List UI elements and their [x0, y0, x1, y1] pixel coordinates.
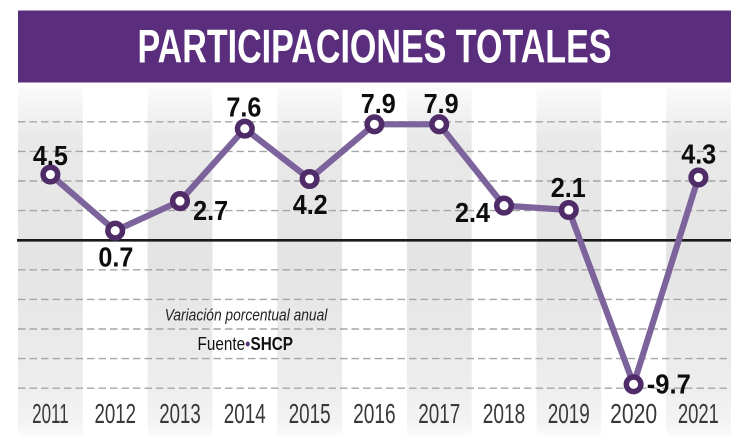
- svg-text:7.9: 7.9: [361, 88, 396, 119]
- svg-text:4.3: 4.3: [681, 139, 716, 170]
- svg-text:0.7: 0.7: [98, 242, 133, 273]
- svg-text:2021: 2021: [678, 398, 719, 429]
- svg-text:4.2: 4.2: [293, 189, 328, 220]
- svg-text:-9.7: -9.7: [647, 369, 691, 400]
- svg-text:4.5: 4.5: [33, 140, 68, 171]
- svg-text:2011: 2011: [32, 398, 69, 429]
- svg-text:2019: 2019: [548, 398, 590, 429]
- svg-text:7.9: 7.9: [424, 88, 459, 119]
- svg-text:2.4: 2.4: [455, 197, 491, 228]
- svg-text:Variación porcentual anual: Variación porcentual anual: [165, 305, 329, 324]
- svg-text:2018: 2018: [483, 398, 526, 429]
- svg-text:2014: 2014: [224, 398, 266, 429]
- svg-text:2015: 2015: [289, 398, 331, 429]
- svg-text:2013: 2013: [159, 398, 201, 429]
- svg-text:2.1: 2.1: [551, 172, 586, 203]
- svg-text:Fuente•SHCP: Fuente•SHCP: [198, 333, 294, 354]
- svg-text:2016: 2016: [353, 398, 396, 429]
- svg-text:PARTICIPACIONES TOTALES: PARTICIPACIONES TOTALES: [138, 21, 612, 74]
- svg-text:2017: 2017: [418, 398, 460, 429]
- svg-text:2012: 2012: [94, 398, 136, 429]
- svg-text:7.6: 7.6: [226, 92, 261, 123]
- svg-text:2020: 2020: [610, 398, 657, 429]
- svg-text:2.7: 2.7: [193, 195, 228, 226]
